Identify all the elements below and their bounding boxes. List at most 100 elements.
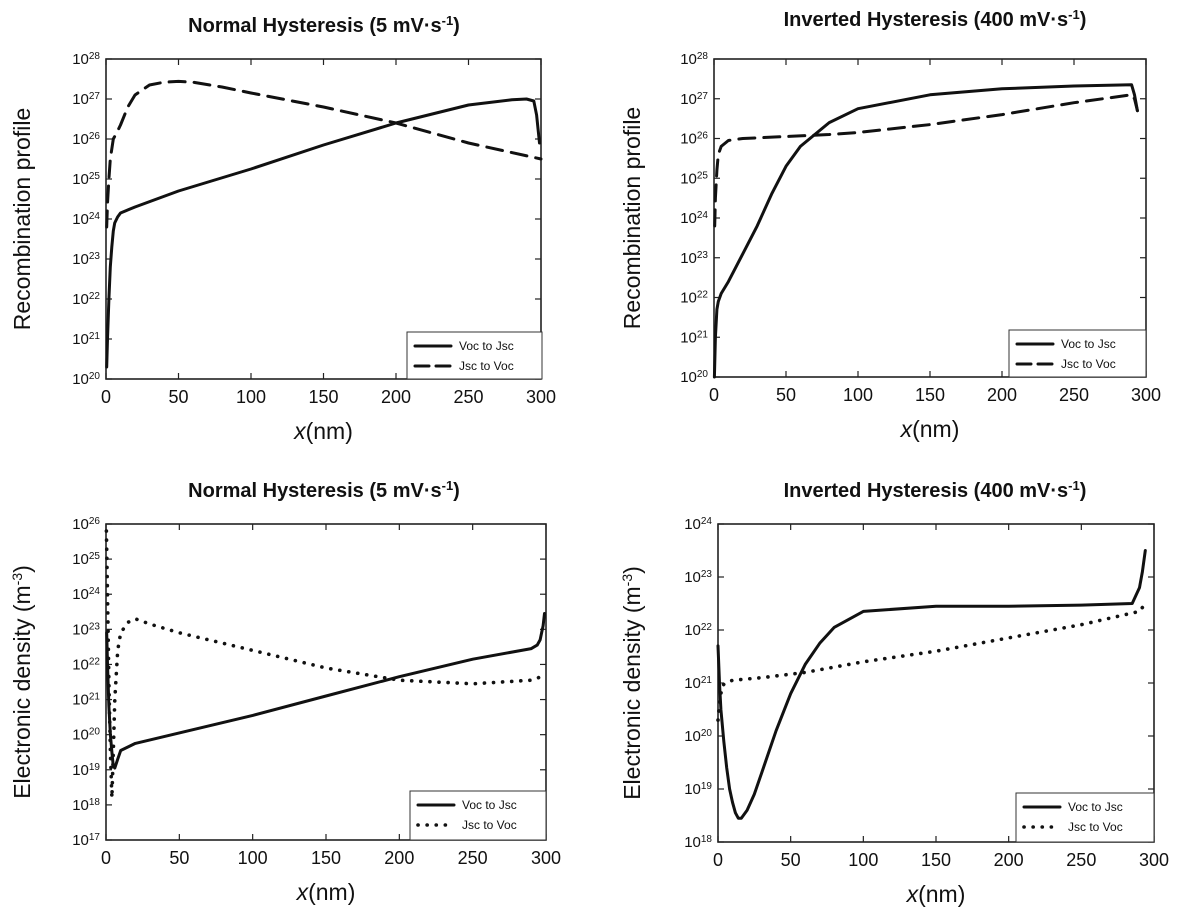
x-tick-label: 50 (776, 385, 796, 405)
y-tick-base: 10 (680, 51, 697, 68)
x-tick-label: 0 (709, 385, 719, 405)
y-axis-label-superscript: -3 (9, 573, 25, 586)
legend-label-1: Voc to Jsc (1068, 800, 1123, 814)
y-tick-base: 10 (684, 569, 701, 586)
chart-title-end: ) (1080, 9, 1087, 31)
y-tick-label: 1027 (680, 90, 708, 108)
x-tick-label: 200 (987, 385, 1017, 405)
y-tick-label: 1021 (72, 331, 100, 349)
x-tick-label: 150 (921, 850, 951, 870)
x-tick-label: 300 (531, 848, 561, 868)
series-line-2 (716, 601, 1148, 722)
y-axis-label-main: Electronic density (m (619, 586, 645, 799)
y-tick-exponent: 20 (697, 369, 709, 380)
y-tick-exponent: 26 (697, 130, 709, 141)
legend-box (409, 790, 547, 841)
y-tick-exponent: 22 (89, 656, 101, 667)
y-tick-label: 1018 (684, 834, 712, 852)
chart-title-superscript: -1 (1068, 478, 1080, 493)
y-tick-label: 1019 (684, 781, 712, 799)
y-tick-label: 1025 (72, 551, 100, 569)
x-tick-label: 50 (781, 850, 801, 870)
series-line-1 (716, 549, 1147, 820)
y-tick-base: 10 (72, 727, 89, 744)
y-tick-exponent: 25 (697, 170, 709, 181)
y-axis-label-end: ) (9, 565, 35, 573)
x-tick-label: 250 (453, 387, 483, 407)
chart-panel-4: Inverted Hysteresis (400 mV·s-1) 0 50 100 15… (619, 478, 1169, 908)
legend: Voc to Jsc Jsc to Voc (1015, 792, 1155, 843)
legend-label-1: Voc to Jsc (1061, 337, 1116, 351)
x-tick-label: 200 (994, 850, 1024, 870)
legend-label-1: Voc to Jsc (462, 798, 517, 812)
y-tick-base: 10 (72, 331, 89, 348)
chart-title-end: ) (453, 480, 460, 502)
legend-label-2: Jsc to Voc (1068, 820, 1123, 834)
series-line-1 (105, 97, 541, 369)
y-axis-label-main: Electronic density (m (9, 585, 35, 798)
legend-label-2: Jsc to Voc (462, 818, 517, 832)
y-tick-exponent: 27 (697, 90, 709, 101)
y-tick-exponent: 22 (697, 289, 709, 300)
chart-title: Inverted Hysteresis (400 mV·s-1) (784, 478, 1087, 503)
x-tick-label: 0 (101, 848, 111, 868)
y-tick-exponent: 23 (89, 251, 101, 262)
legend-label-2: Jsc to Voc (459, 359, 514, 373)
y-tick-exponent: 20 (89, 726, 101, 737)
y-tick-exponent: 18 (701, 834, 713, 845)
y-axis-label-end: ) (619, 566, 645, 574)
y-tick-exponent: 17 (89, 832, 101, 843)
y-tick-label: 1024 (72, 586, 100, 604)
y-tick-base: 10 (684, 834, 701, 851)
x-tick-label: 100 (848, 850, 878, 870)
chart-panel-3: Normal Hysteresis (5 mV·s-1) 0 50 100 150 200… (9, 478, 561, 906)
x-axis-label-variable: x (906, 881, 920, 907)
x-axis-label: x(nm) (296, 879, 356, 905)
y-tick-exponent: 26 (89, 516, 101, 527)
y-tick-label: 1025 (680, 170, 708, 188)
y-tick-label: 1020 (680, 369, 708, 387)
y-tick-base: 10 (680, 210, 697, 227)
y-tick-label: 1022 (72, 291, 100, 309)
y-tick-exponent: 25 (89, 171, 101, 182)
y-tick-exponent: 24 (89, 586, 101, 597)
y-tick-base: 10 (680, 131, 697, 148)
y-tick-base: 10 (72, 251, 89, 268)
y-axis-label: Recombination profile (9, 108, 35, 330)
y-tick-exponent: 20 (89, 371, 101, 382)
series-line-1 (105, 612, 546, 770)
y-tick-label: 1020 (684, 728, 712, 746)
y-tick-exponent: 23 (697, 249, 709, 260)
series-line-2 (105, 79, 543, 229)
x-axis-label: x(nm) (906, 881, 966, 907)
y-tick-base: 10 (680, 290, 697, 307)
x-tick-label: 200 (381, 387, 411, 407)
x-tick-label: 150 (308, 387, 338, 407)
x-tick-label: 50 (169, 848, 189, 868)
x-tick-label: 0 (101, 387, 111, 407)
chart-title-end: ) (1080, 480, 1087, 502)
x-tick-label: 50 (168, 387, 188, 407)
x-tick-label: 200 (384, 848, 414, 868)
x-tick-label: 300 (526, 387, 556, 407)
y-tick-exponent: 21 (697, 329, 709, 340)
chart-title-main: Inverted Hysteresis (400 mV·s (784, 480, 1069, 502)
chart-title: Inverted Hysteresis (400 mV·s-1) (784, 7, 1087, 32)
y-tick-base: 10 (72, 131, 89, 148)
x-axis-label-variable: x (900, 416, 914, 442)
y-tick-exponent: 26 (89, 131, 101, 142)
y-axis-label-superscript: -3 (619, 574, 635, 587)
y-tick-base: 10 (72, 586, 89, 603)
y-tick-exponent: 21 (89, 331, 101, 342)
x-tick-label: 300 (1131, 385, 1161, 405)
y-tick-base: 10 (72, 291, 89, 308)
y-tick-label: 1023 (680, 249, 708, 267)
chart-panel-2: Inverted Hysteresis (400 mV·s-1) 0 50 100 15… (619, 7, 1161, 443)
y-tick-label: 1025 (72, 171, 100, 189)
legend-label-1: Voc to Jsc (459, 339, 514, 353)
legend: Voc to Jsc Jsc to Voc (409, 790, 547, 841)
chart-title-superscript: -1 (442, 13, 454, 28)
legend-box (1008, 329, 1147, 378)
y-tick-base: 10 (72, 91, 89, 108)
series-line-1 (712, 83, 1139, 379)
